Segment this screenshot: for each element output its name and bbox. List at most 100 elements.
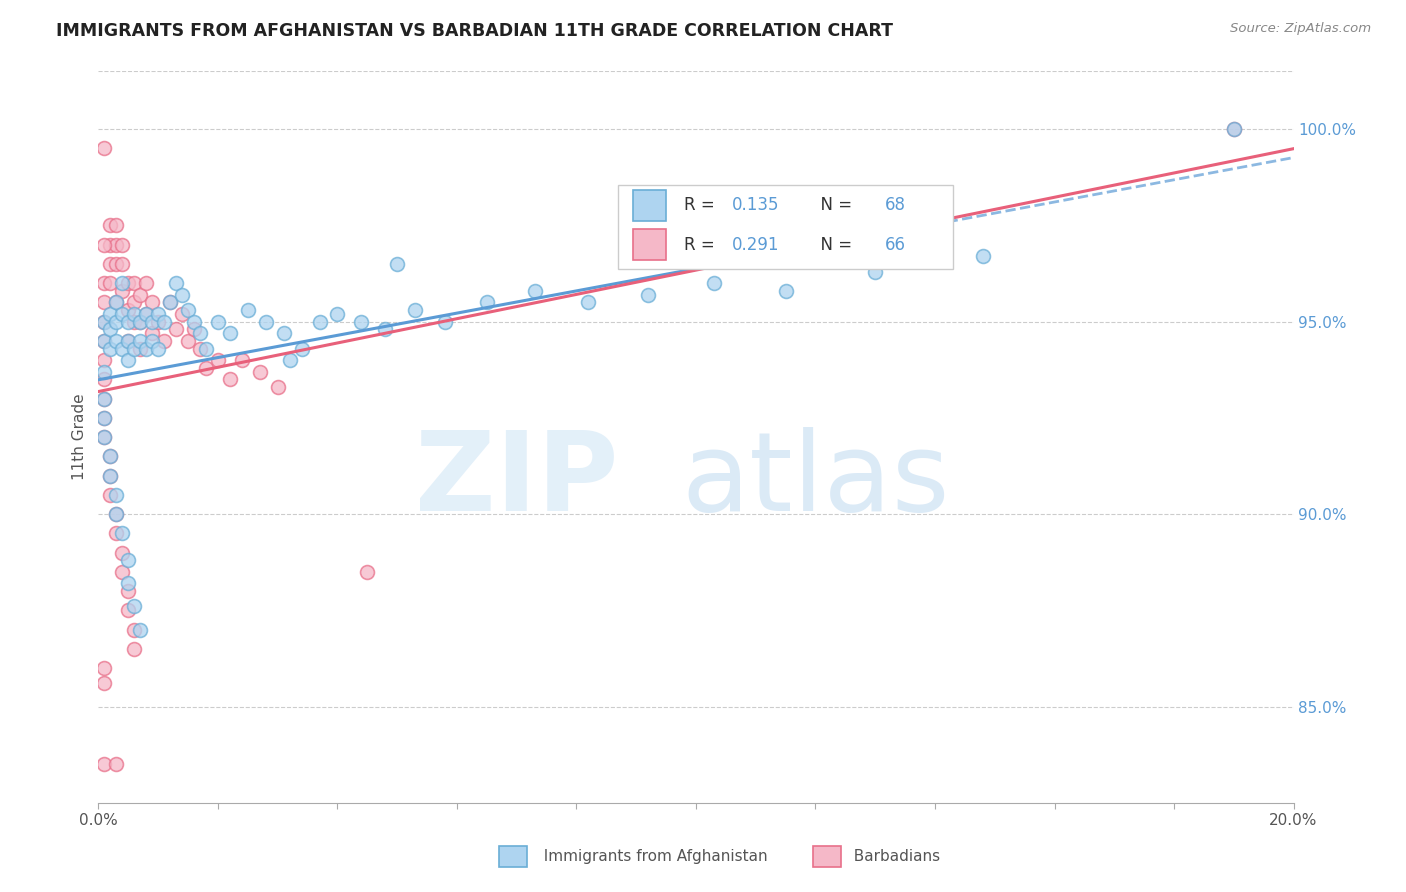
Point [93,430,115,444]
Point [207,315,229,329]
Text: R =: R = [685,196,720,214]
Point [374,322,396,336]
Point [93,392,115,406]
Point [1223,122,1246,136]
Point [129,287,152,301]
Point [523,284,546,298]
Point [195,360,218,375]
Point [124,307,146,321]
Point [124,641,146,656]
Point [236,303,259,318]
Point [117,603,139,617]
Point [308,315,330,329]
Point [207,353,229,368]
Point [93,334,115,348]
Point [117,553,139,567]
Point [117,303,139,318]
FancyBboxPatch shape [619,185,953,268]
Point [135,307,157,321]
Point [129,623,152,637]
Point [111,526,134,541]
Point [159,295,181,310]
Point [98,237,122,252]
Point [148,342,170,356]
Point [129,342,152,356]
Point [172,307,194,321]
Point [98,219,122,233]
Point [93,372,115,386]
Point [129,315,152,329]
Point [188,326,211,340]
Text: ZIP: ZIP [415,427,619,534]
Point [141,295,163,310]
Point [148,315,170,329]
Point [195,342,218,356]
Point [93,353,115,368]
Point [385,257,409,271]
Point [98,322,122,336]
Point [124,295,146,310]
Point [93,141,115,155]
Point [98,468,122,483]
Text: 66: 66 [884,235,905,253]
Point [129,315,152,329]
Point [177,303,200,318]
Point [111,276,134,290]
Text: Barbadians: Barbadians [844,849,939,863]
Text: 68: 68 [884,196,905,214]
Point [105,257,128,271]
Point [98,276,122,290]
Point [111,307,134,321]
Text: atlas: atlas [682,427,949,534]
Point [141,326,163,340]
Point [1223,122,1246,136]
Point [93,295,115,310]
Point [129,334,152,348]
Point [98,450,122,464]
Point [326,307,349,321]
Point [117,353,139,368]
Point [93,676,115,690]
Point [117,334,139,348]
Point [98,468,122,483]
Point [165,322,187,336]
Point [865,264,887,278]
Point [404,303,426,318]
Point [93,315,115,329]
Point [98,488,122,502]
Point [249,365,271,379]
Point [111,257,134,271]
Bar [633,229,666,260]
Point [219,326,242,340]
Text: N =: N = [810,196,856,214]
Point [231,353,253,368]
Point [93,757,115,772]
Point [105,315,128,329]
Point [135,342,157,356]
Text: Source: ZipAtlas.com: Source: ZipAtlas.com [1230,22,1371,36]
Point [637,287,659,301]
Point [105,295,128,310]
Point [117,584,139,599]
Point [219,372,242,386]
Text: N =: N = [810,235,856,253]
Point [141,334,163,348]
Point [117,315,139,329]
Point [105,295,128,310]
Bar [633,190,666,220]
Text: Immigrants from Afghanistan: Immigrants from Afghanistan [534,849,768,863]
Point [188,342,211,356]
Point [93,237,115,252]
Point [93,315,115,329]
Point [254,315,277,329]
Point [135,307,157,321]
Point [105,757,128,772]
Point [93,410,115,425]
Point [98,257,122,271]
Point [111,342,134,356]
Point [183,322,205,336]
Point [124,623,146,637]
Y-axis label: 11th Grade: 11th Grade [72,393,87,481]
Point [93,392,115,406]
Point [117,334,139,348]
